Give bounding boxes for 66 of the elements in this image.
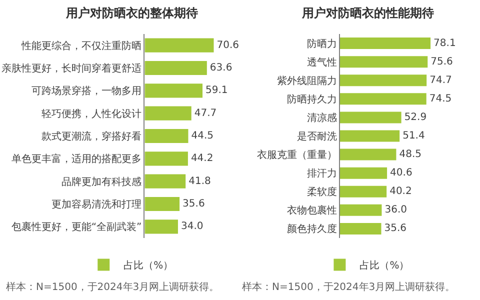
y-tick-label: 亲肤性更好，长时间穿着更舒适 [2, 62, 142, 74]
y-tick-label: 更加容易清洗和打理 [52, 198, 142, 210]
data-label: 34.0 [180, 221, 204, 232]
data-label: 51.4 [402, 130, 425, 142]
data-label: 74.5 [429, 93, 452, 104]
data-label: 48.5 [399, 149, 422, 160]
y-tick-label: 可跨场景穿搭，一物多用 [32, 85, 142, 98]
bar [144, 106, 192, 120]
bar [144, 60, 207, 76]
y-tick-label: 单色更丰富，适用的搭配更多 [12, 153, 142, 166]
legend-label: 占比（%） [360, 260, 410, 272]
data-label: 36.0 [384, 204, 407, 216]
data-label: 70.6 [216, 40, 240, 51]
y-tick-label: 品牌更加有科技感 [62, 176, 142, 188]
bar [340, 222, 382, 234]
text: 样本：N=1500，于2024年3月网上调研获得。 [242, 281, 456, 293]
y-tick-label: 柔软度 [306, 186, 337, 198]
y-tick-label: 轻巧便携，人性化设计 [42, 108, 142, 120]
bar [340, 167, 388, 179]
legend-label: 占比（%） [124, 260, 174, 272]
data-label: 35.6 [384, 223, 407, 234]
y-tick-label: 紫外线阻隔力 [276, 74, 337, 87]
data-label: 44.2 [190, 153, 214, 164]
data-label: 78.1 [434, 38, 456, 49]
bar [144, 196, 180, 212]
data-label: 52.9 [404, 112, 427, 123]
data-label: 35.6 [182, 198, 205, 210]
data-label: 40.2 [390, 186, 412, 198]
data-label: 59.1 [206, 85, 228, 96]
data-label: 41.8 [188, 176, 211, 187]
bar [144, 152, 188, 166]
y-tick-label: 防晒力 [306, 38, 337, 50]
text: 样本：N=1500，于2024年3月网上调研获得。 [6, 281, 220, 293]
data-label: 75.6 [430, 56, 453, 68]
bar [144, 38, 214, 52]
bar [340, 38, 431, 50]
bar [144, 220, 178, 234]
bar [340, 74, 427, 86]
bar [340, 93, 426, 105]
y-tick-label: 清凉感 [306, 112, 337, 124]
bar [144, 84, 203, 98]
bar [340, 204, 382, 216]
data-label: 47.7 [194, 108, 217, 119]
y-tick-label: 衣物包裹性 [286, 204, 337, 217]
y-tick-label: 排汗力 [306, 168, 337, 180]
bar [144, 128, 188, 144]
data-label: 40.6 [390, 168, 412, 179]
data-label: 63.6 [210, 62, 232, 74]
y-tick-label: 颜色持久度 [286, 223, 337, 236]
data-label: 44.5 [191, 130, 214, 142]
y-tick-label: 是否耐洗 [296, 130, 337, 142]
chart-title: 用户对防晒衣的性能期待 [301, 6, 434, 20]
bar [340, 56, 428, 68]
y-tick-label: 包裹性更好，更能“全副武装” [11, 221, 142, 234]
bar [340, 112, 402, 124]
y-tick-label: 性能更综合，不仅注重防晒 [20, 40, 142, 52]
y-tick-label: 衣服克重（重量） [256, 149, 337, 162]
chart-title: 用户对防晒衣的整体期待 [65, 6, 198, 20]
data-label: 74.7 [430, 74, 452, 86]
bar [340, 130, 400, 142]
bar [144, 174, 186, 188]
y-tick-label: 款式更潮流，穿搭好看 [42, 130, 142, 142]
y-tick-label: 透气性 [306, 56, 337, 68]
bar [340, 148, 396, 160]
bar [340, 186, 387, 198]
y-tick-label: 防晒持久力 [286, 93, 337, 106]
